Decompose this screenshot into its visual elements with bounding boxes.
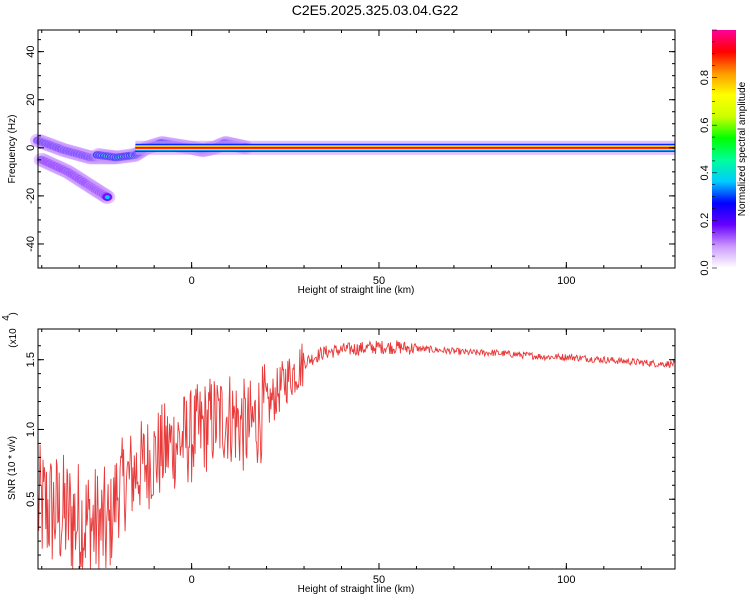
y-tick-label: 1.0 <box>25 422 37 437</box>
colorbar-tick-label: 0.4 <box>699 165 711 180</box>
spectrogram-plot: 0 50 100 -40 -20 0 20 40 Height of straight line… <box>7 29 676 296</box>
colorbar-tick-label: 0.8 <box>699 70 711 85</box>
colorbar: 0.0 0.2 0.4 0.6 0.8 Normalized spectral ampli… <box>699 29 748 276</box>
y-tick-label: -20 <box>25 188 37 204</box>
y-scale-note: (x10 <box>8 328 19 348</box>
snr-frame <box>37 328 676 570</box>
x-tick-label: 0 <box>189 275 195 287</box>
x-axis-label: Height of straight line (km) <box>298 584 415 595</box>
chart-title: C2E5.2025.325.03.04.G22 <box>291 2 459 18</box>
y-scale-exponent: 4 <box>1 315 12 321</box>
colorbar-gradient <box>712 30 736 268</box>
colorbar-label: Normalized spectral amplitude <box>737 81 748 216</box>
snr-line <box>37 340 676 570</box>
y-axis-label: Frequency (Hz) <box>7 115 18 184</box>
x-tick-label: 0 <box>189 574 195 586</box>
y-tick-label: 20 <box>25 94 37 106</box>
colorbar-tick-label: 0.6 <box>699 118 711 133</box>
y-tick-label: 40 <box>25 46 37 58</box>
y-tick-label: 1.5 <box>25 352 37 367</box>
x-tick-label: 50 <box>373 574 385 586</box>
colorbar-tick-label: 0.2 <box>699 213 711 228</box>
x-axis-label: Height of straight line (km) <box>298 285 415 296</box>
spectrogram-frame <box>37 29 676 269</box>
colorbar-tick-label: 0.0 <box>699 260 711 275</box>
spectral-blob <box>104 195 110 200</box>
y-tick-label: 0.5 <box>25 492 37 507</box>
y-axis-label: SNR (10 * v/v) <box>7 436 18 500</box>
x-tick-label: 50 <box>373 275 385 287</box>
x-tick-label: 100 <box>557 275 575 287</box>
y-tick-label: -40 <box>25 236 37 252</box>
y-scale-note-close: ) <box>8 312 19 315</box>
main-trace-core <box>135 146 675 149</box>
snr-plot: 0 50 100 0.5 1.0 1.5 (x10 4) Height of straight … <box>1 312 676 595</box>
y-tick-label: 0 <box>25 145 37 151</box>
x-tick-label: 100 <box>557 574 575 586</box>
